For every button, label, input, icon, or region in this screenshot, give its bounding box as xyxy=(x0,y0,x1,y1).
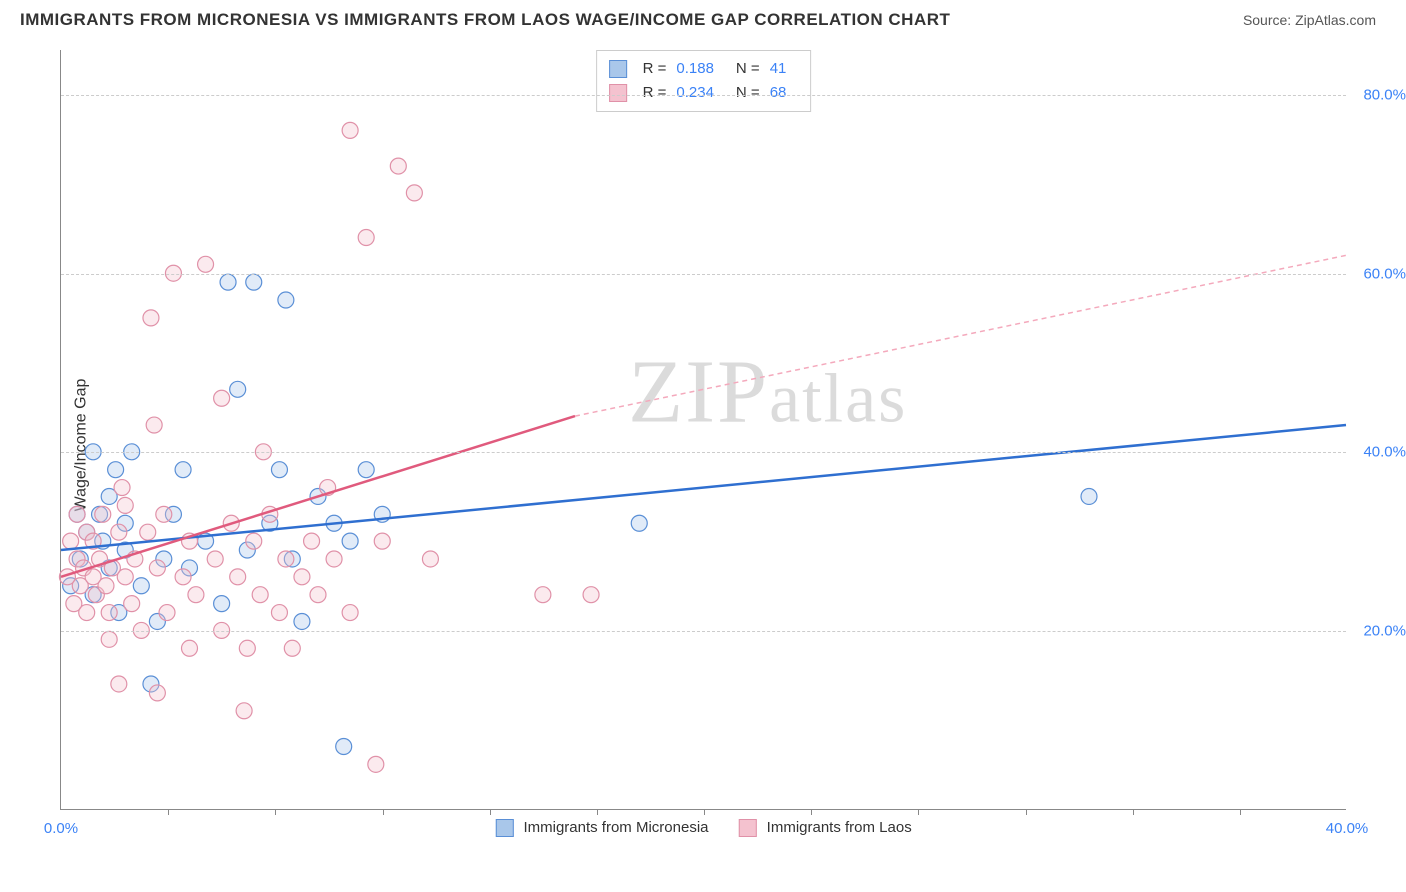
y-tick-label: 20.0% xyxy=(1363,623,1406,640)
data-point-laos xyxy=(149,560,165,576)
data-point-laos xyxy=(146,417,162,433)
swatch-micronesia xyxy=(495,819,513,837)
data-point-laos xyxy=(304,533,320,549)
legend-label-micronesia: Immigrants from Micronesia xyxy=(523,819,708,836)
legend-stats: R = 0.188 N = 41 R = 0.234 N = 68 xyxy=(596,50,812,112)
data-point-laos xyxy=(390,158,406,174)
x-tick-label: 40.0% xyxy=(1326,820,1369,837)
data-point-micronesia xyxy=(230,381,246,397)
n-label: N = xyxy=(736,81,760,105)
data-point-laos xyxy=(114,480,130,496)
data-point-laos xyxy=(140,524,156,540)
plot-svg xyxy=(61,50,1346,809)
data-point-laos xyxy=(358,230,374,246)
data-point-micronesia xyxy=(631,515,647,531)
data-point-micronesia xyxy=(358,462,374,478)
r-value-laos: 0.234 xyxy=(676,81,714,105)
data-point-micronesia xyxy=(278,292,294,308)
data-point-laos xyxy=(252,587,268,603)
legend-stats-row-laos: R = 0.234 N = 68 xyxy=(609,81,799,105)
n-value-laos: 68 xyxy=(770,81,787,105)
data-point-laos xyxy=(374,533,390,549)
data-point-laos xyxy=(188,587,204,603)
data-point-laos xyxy=(284,640,300,656)
n-value-micronesia: 41 xyxy=(770,57,787,81)
data-point-micronesia xyxy=(271,462,287,478)
data-point-laos xyxy=(69,506,85,522)
data-point-laos xyxy=(63,533,79,549)
data-point-micronesia xyxy=(214,596,230,612)
data-point-laos xyxy=(159,605,175,621)
chart-title: IMMIGRANTS FROM MICRONESIA VS IMMIGRANTS… xyxy=(20,10,950,30)
data-point-laos xyxy=(79,605,95,621)
x-tick-label: 0.0% xyxy=(44,820,78,837)
source-label: Source: ZipAtlas.com xyxy=(1243,12,1376,28)
data-point-laos xyxy=(156,506,172,522)
data-point-laos xyxy=(182,640,198,656)
legend-series: Immigrants from Micronesia Immigrants fr… xyxy=(495,819,911,837)
data-point-laos xyxy=(342,122,358,138)
data-point-laos xyxy=(98,578,114,594)
swatch-micronesia xyxy=(609,60,627,78)
r-label: R = xyxy=(643,81,667,105)
r-value-micronesia: 0.188 xyxy=(676,57,714,81)
data-point-laos xyxy=(406,185,422,201)
data-point-laos xyxy=(368,756,384,772)
y-tick-label: 80.0% xyxy=(1363,86,1406,103)
data-point-laos xyxy=(124,596,140,612)
data-point-laos xyxy=(111,676,127,692)
data-point-laos xyxy=(95,506,111,522)
y-tick-label: 40.0% xyxy=(1363,444,1406,461)
data-point-laos xyxy=(310,587,326,603)
data-point-laos xyxy=(278,551,294,567)
legend-stats-row-micronesia: R = 0.188 N = 41 xyxy=(609,57,799,81)
data-point-laos xyxy=(207,551,223,567)
data-point-laos xyxy=(271,605,287,621)
plot-area: ZIPatlas R = 0.188 N = 41 R = 0.234 N = … xyxy=(60,50,1346,810)
data-point-laos xyxy=(149,685,165,701)
data-point-laos xyxy=(326,551,342,567)
legend-label-laos: Immigrants from Laos xyxy=(767,819,912,836)
trend-line-laos xyxy=(61,416,575,577)
data-point-laos xyxy=(143,310,159,326)
data-point-laos xyxy=(294,569,310,585)
data-point-micronesia xyxy=(294,613,310,629)
data-point-laos xyxy=(236,703,252,719)
data-point-laos xyxy=(342,605,358,621)
legend-item-laos: Immigrants from Laos xyxy=(739,819,912,837)
data-point-laos xyxy=(246,533,262,549)
data-point-micronesia xyxy=(175,462,191,478)
data-point-laos xyxy=(198,256,214,272)
data-point-laos xyxy=(230,569,246,585)
swatch-laos xyxy=(609,84,627,102)
data-point-laos xyxy=(117,497,133,513)
data-point-laos xyxy=(117,569,133,585)
data-point-micronesia xyxy=(220,274,236,290)
data-point-laos xyxy=(535,587,551,603)
data-point-laos xyxy=(175,569,191,585)
data-point-laos xyxy=(583,587,599,603)
data-point-laos xyxy=(422,551,438,567)
r-label: R = xyxy=(643,57,667,81)
data-point-laos xyxy=(214,390,230,406)
trend-line-micronesia xyxy=(61,425,1346,550)
chart-container: Wage/Income Gap ZIPatlas R = 0.188 N = 4… xyxy=(20,40,1386,850)
data-point-micronesia xyxy=(108,462,124,478)
data-point-laos xyxy=(111,524,127,540)
trend-line-dashed-laos xyxy=(575,255,1346,416)
data-point-laos xyxy=(239,640,255,656)
data-point-micronesia xyxy=(342,533,358,549)
data-point-laos xyxy=(101,605,117,621)
data-point-micronesia xyxy=(1081,488,1097,504)
data-point-micronesia xyxy=(133,578,149,594)
legend-item-micronesia: Immigrants from Micronesia xyxy=(495,819,708,837)
n-label: N = xyxy=(736,57,760,81)
data-point-micronesia xyxy=(336,739,352,755)
swatch-laos xyxy=(739,819,757,837)
data-point-micronesia xyxy=(246,274,262,290)
y-tick-label: 60.0% xyxy=(1363,265,1406,282)
data-point-laos xyxy=(101,631,117,647)
